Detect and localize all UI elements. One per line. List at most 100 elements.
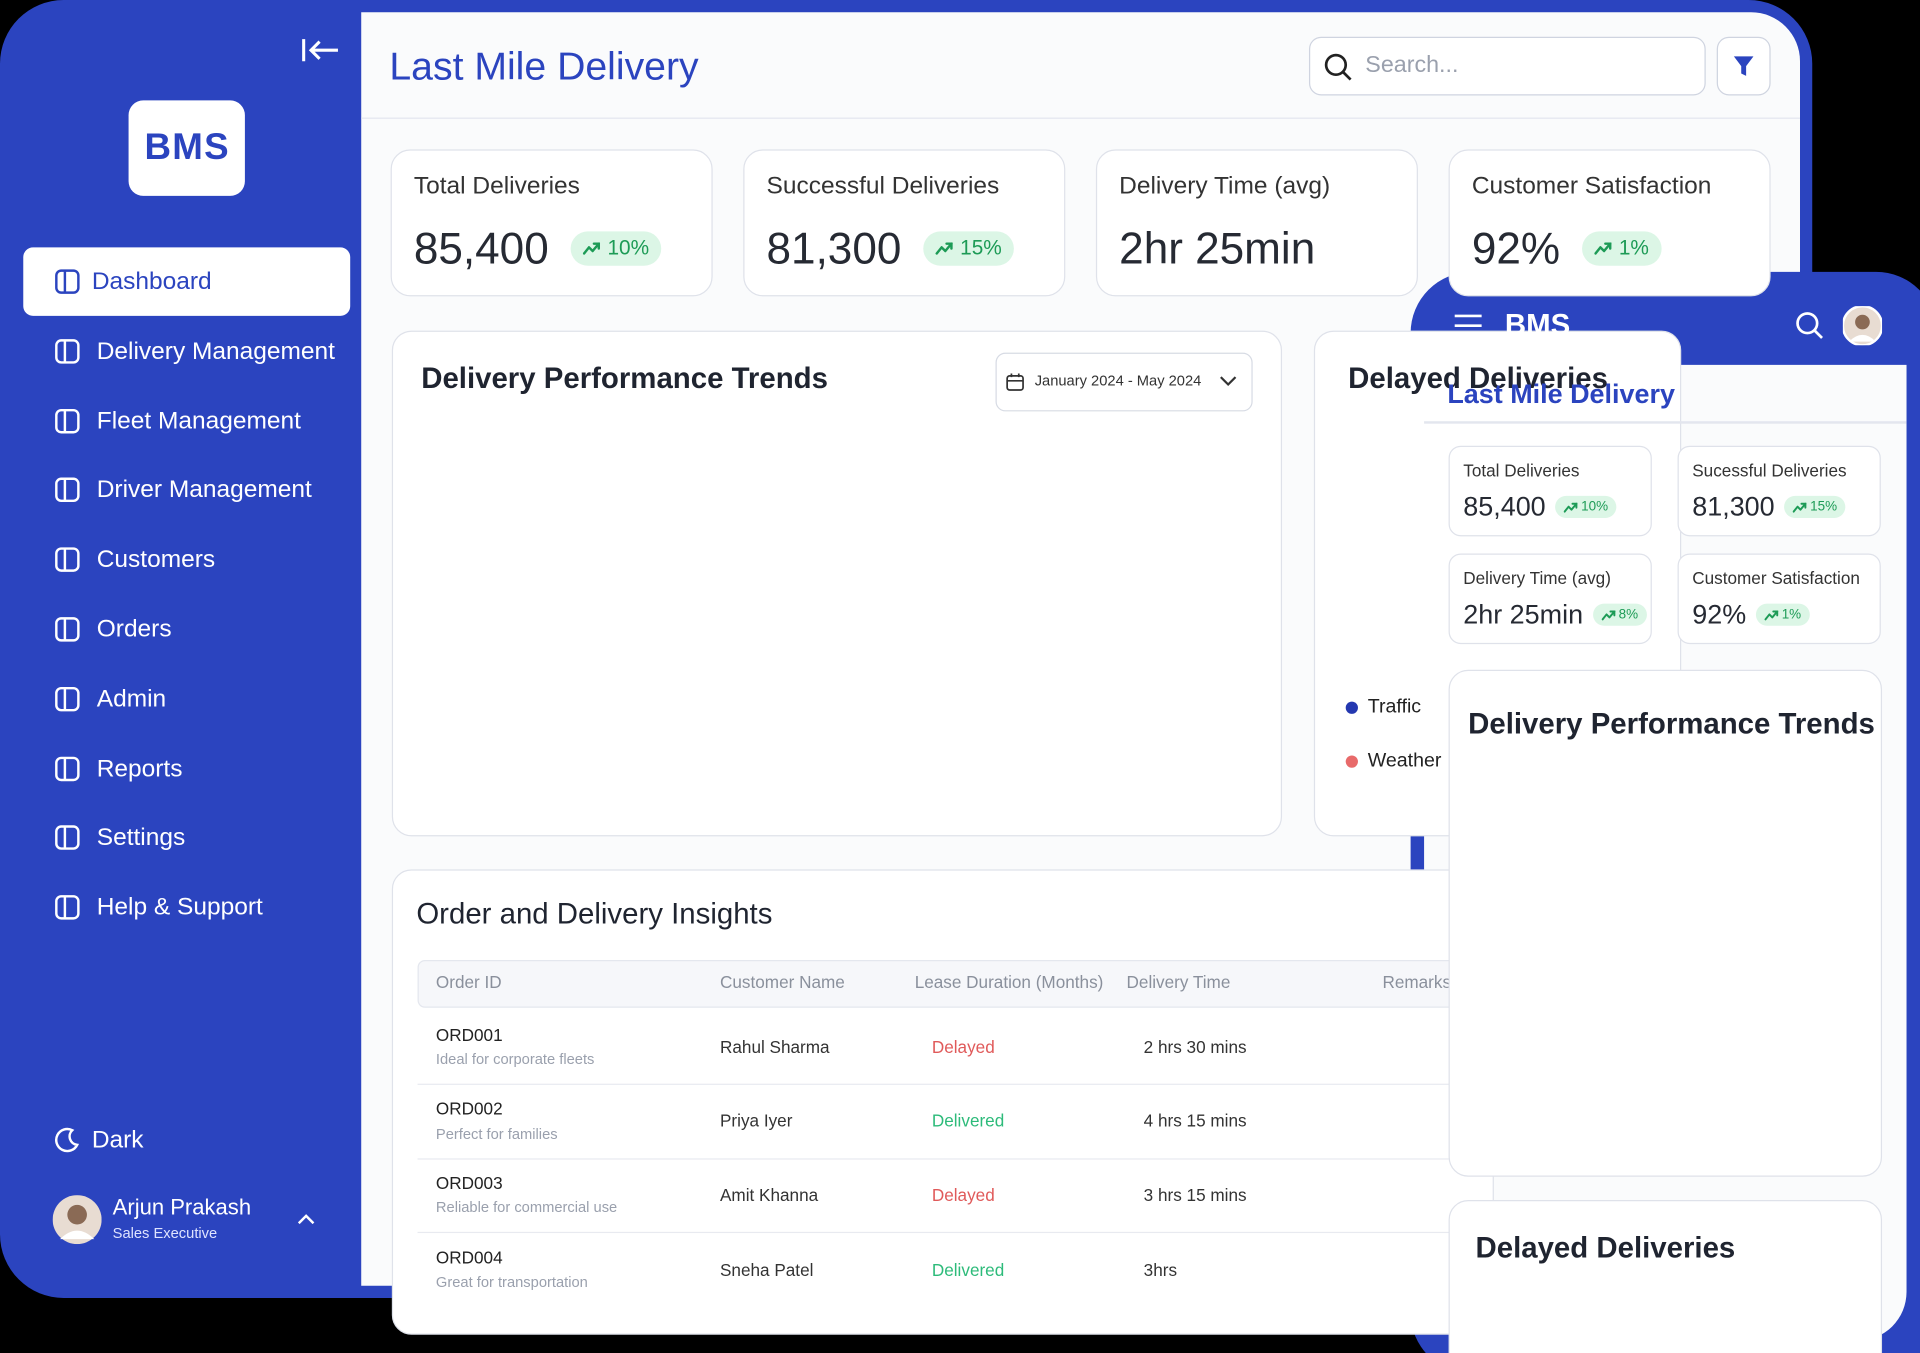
order-note: Reliable for commercial use [435, 1199, 618, 1217]
avatar [52, 1195, 102, 1245]
nav-icon[interactable] [54, 825, 81, 852]
kpi-label: Total Deliveries [413, 172, 580, 200]
trend-icon [1601, 609, 1616, 620]
mobile-kpi-row: 92% 1% [1692, 598, 1810, 632]
legend-dot [1345, 755, 1358, 768]
mobile-avatar [1842, 306, 1883, 346]
nav-item[interactable]: Help & Support [96, 894, 263, 922]
kpi-badge: 1% [1582, 231, 1662, 266]
nav-icon[interactable] [54, 894, 81, 921]
nav-item[interactable]: Dashboard [91, 268, 212, 296]
kpi-row: 92% 1% [1472, 220, 1662, 276]
mobile-kpi-label: Customer Satisfaction [1692, 567, 1860, 588]
theme-icon[interactable] [54, 1127, 81, 1154]
column-header: Customer Name [720, 971, 845, 992]
mobile-kpi-card [1448, 445, 1652, 537]
nav-item[interactable]: Reports [96, 755, 183, 782]
legend-label: Traffic [1367, 697, 1422, 719]
menu-icon[interactable] [1453, 313, 1482, 337]
user-menu[interactable] [296, 1212, 316, 1227]
order-id: ORD001 [435, 1024, 503, 1044]
date-range: January 2024 - May 2024 [1034, 371, 1202, 390]
customer-name: Priya Iyer [720, 1110, 793, 1131]
mobile-kpi-change: 10% [1581, 499, 1609, 515]
kpi-row: 2hr 25min [1119, 220, 1315, 276]
nav-item[interactable]: Orders [96, 615, 172, 643]
mobile-kpi-badge: 10% [1555, 495, 1617, 518]
delivery-time: 3 hrs 15 mins [1143, 1185, 1247, 1205]
kpi-change: 1% [1618, 236, 1649, 260]
search-placeholder: Search... [1365, 52, 1459, 78]
mobile-chart-title: Delivery Performance Trends [1468, 707, 1875, 741]
row-divider [417, 1232, 1483, 1234]
nav-item[interactable]: Delivery Management [96, 337, 335, 365]
status: Delayed [931, 1185, 995, 1205]
kpi-row: 81,300 15% [767, 220, 1015, 276]
trend-icon [582, 242, 601, 255]
mobile-kpi-row: 85,400 10% [1463, 490, 1617, 524]
kpi-badge: 10% [570, 231, 662, 266]
nav-item[interactable]: Fleet Management [96, 407, 301, 435]
nav-icon[interactable] [54, 338, 81, 365]
nav-icon[interactable] [54, 407, 81, 434]
kpi-label: Successful Deliveries [766, 172, 1000, 200]
kpi-change: 15% [960, 236, 1002, 260]
mobile-logo: BMS [1504, 308, 1571, 342]
collapse-icon[interactable] [301, 37, 340, 64]
nav-item[interactable]: Admin [96, 685, 167, 713]
kpi-card [390, 149, 713, 297]
mobile-search[interactable] [1795, 311, 1824, 340]
order-note: Perfect for families [435, 1124, 558, 1142]
column-header: Remarks [1382, 971, 1452, 992]
search-box[interactable] [1308, 36, 1706, 96]
table-title: Order and Delivery Insights [416, 897, 773, 931]
delivery-time: 3hrs [1143, 1259, 1178, 1280]
trend-icon [1594, 242, 1612, 255]
delivery-time: 4 hrs 15 mins [1143, 1110, 1247, 1131]
customer-name: Sneha Patel [720, 1259, 814, 1280]
mobile-kpi-row: 81,300 15% [1692, 490, 1846, 524]
column-header: Lease Duration (Months) [914, 971, 1104, 992]
mobile-kpi-card [1448, 553, 1652, 645]
order-id: ORD003 [435, 1173, 503, 1193]
customer-name: Amit Khanna [720, 1185, 819, 1205]
mobile-title-border [1424, 421, 1907, 424]
mobile-kpi-badge: 8% [1592, 603, 1647, 626]
row-divider [417, 1157, 1483, 1160]
mobile-kpi-value: 2hr 25min [1463, 598, 1584, 630]
mobile-kpi-badge: 15% [1784, 495, 1846, 518]
nav-icon[interactable] [54, 685, 81, 712]
nav-item[interactable]: Settings [96, 824, 186, 852]
nav-icon[interactable] [54, 755, 81, 782]
mobile-delay-card [1448, 1200, 1883, 1353]
status: Delayed [931, 1036, 995, 1057]
nav-item[interactable]: Customers [96, 546, 216, 574]
legend-dot [1345, 701, 1358, 714]
kpi-row: 85,400 10% [414, 220, 662, 276]
nav-item[interactable]: Driver Management [96, 476, 312, 504]
mobile-kpi-value: 81,300 [1692, 491, 1775, 522]
trend-icon [1793, 502, 1807, 512]
order-note: Great for transportation [435, 1273, 588, 1291]
mobile-title: Last Mile Delivery [1447, 378, 1675, 409]
nav-icon[interactable] [54, 477, 81, 504]
chart-title: Delivery Performance Trends [421, 361, 828, 396]
kpi-label: Customer Satisfaction [1471, 172, 1712, 200]
calendar-icon [1006, 373, 1024, 391]
nav-icon[interactable] [54, 268, 81, 295]
order-id: ORD004 [435, 1247, 503, 1267]
nav-icon[interactable] [54, 616, 81, 643]
date-picker[interactable] [995, 352, 1253, 412]
mobile-kpi-label: Sucessful Deliveries [1692, 459, 1847, 480]
theme-toggle[interactable]: Dark [91, 1126, 144, 1154]
status: Delivered [931, 1259, 1005, 1280]
kpi-badge: 15% [923, 231, 1015, 266]
row-divider [417, 1083, 1483, 1085]
logo-box [128, 100, 245, 196]
mobile-kpi-badge: 1% [1755, 603, 1810, 626]
mobile-kpi-change: 1% [1781, 607, 1802, 623]
kpi-value: 85,400 [413, 222, 549, 274]
order-id: ORD002 [435, 1098, 503, 1119]
nav-icon[interactable] [54, 546, 81, 573]
mobile-kpi-card [1677, 553, 1881, 645]
